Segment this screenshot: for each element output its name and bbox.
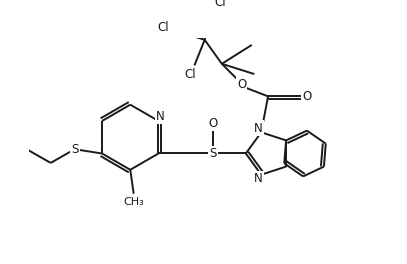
Text: O: O — [237, 78, 246, 91]
Text: O: O — [209, 117, 218, 130]
Text: S: S — [71, 143, 79, 156]
Text: S: S — [210, 147, 217, 160]
Text: Cl: Cl — [158, 21, 169, 34]
Text: N: N — [156, 110, 164, 123]
Text: Cl: Cl — [184, 68, 196, 81]
Text: CH₃: CH₃ — [123, 197, 144, 207]
Text: N: N — [254, 121, 263, 135]
Text: N: N — [254, 172, 263, 186]
Text: O: O — [302, 90, 311, 103]
Text: Cl: Cl — [214, 0, 226, 10]
